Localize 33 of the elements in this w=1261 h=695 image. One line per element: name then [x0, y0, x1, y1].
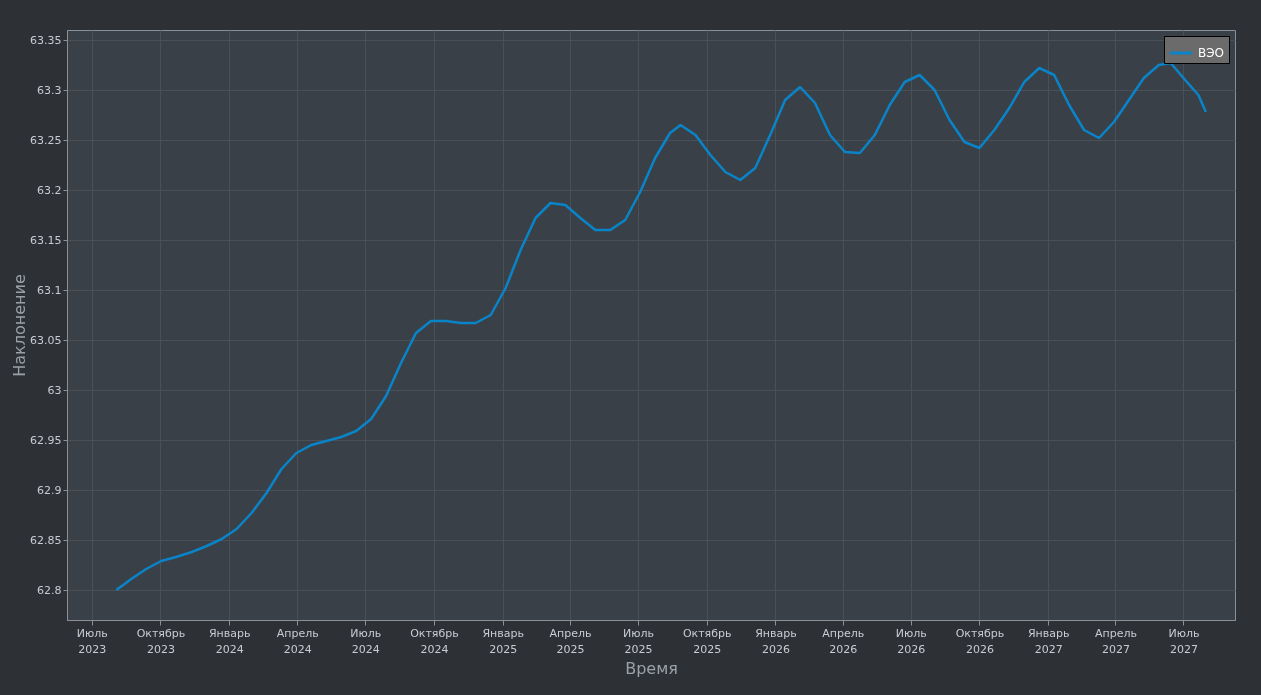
y-tick-label: 63.15: [30, 233, 62, 247]
x-tick-label: Апрель 2027: [1094, 626, 1137, 656]
x-tick-label: Январь 2027: [1027, 626, 1070, 656]
x-tick-label: Январь 2026: [755, 626, 797, 656]
y-tick-label: 62.8: [37, 583, 62, 597]
y-tick-label: 62.85: [30, 533, 62, 547]
x-tick-label: Июль 2023: [76, 626, 108, 656]
x-tick-label: Октябрь 2025: [682, 626, 732, 656]
y-tick-label: 63.35: [30, 33, 62, 47]
x-tick-label: Апрель 2024: [276, 626, 319, 656]
y-tick-label: 63.1: [37, 283, 62, 297]
x-tick-label: Апрель 2026: [822, 626, 865, 656]
x-tick-label: Июль 2025: [622, 626, 654, 656]
x-axis-title: Время: [625, 658, 678, 678]
x-tick-label: Июль 2024: [350, 626, 382, 656]
x-tick-label: Апрель 2025: [549, 626, 592, 656]
x-tick-label: Октябрь 2026: [955, 626, 1005, 656]
y-tick-label: 63.2: [37, 183, 62, 197]
y-tick-label: 63: [47, 383, 62, 397]
y-tick-label: 63.05: [30, 333, 62, 347]
x-tick-label: Июль 2027: [1168, 626, 1200, 656]
y-tick-label: 62.9: [37, 483, 62, 497]
y-tick-label: 63.25: [30, 133, 62, 147]
x-tick-label: Октябрь 2023: [136, 626, 186, 656]
legend-label: ВЭО: [1198, 46, 1225, 60]
line-series: [115, 61, 1208, 592]
y-tick-label: 62.95: [30, 433, 62, 447]
x-tick-label: Октябрь 2024: [410, 626, 459, 656]
y-tick-label: 63.3: [37, 83, 62, 97]
y-axis-title: Наклонение: [10, 274, 30, 377]
x-tick-label: Январь 2024: [208, 626, 251, 656]
x-tick-label: Июль 2026: [895, 626, 927, 656]
x-tick-label: Январь 2025: [482, 626, 524, 656]
